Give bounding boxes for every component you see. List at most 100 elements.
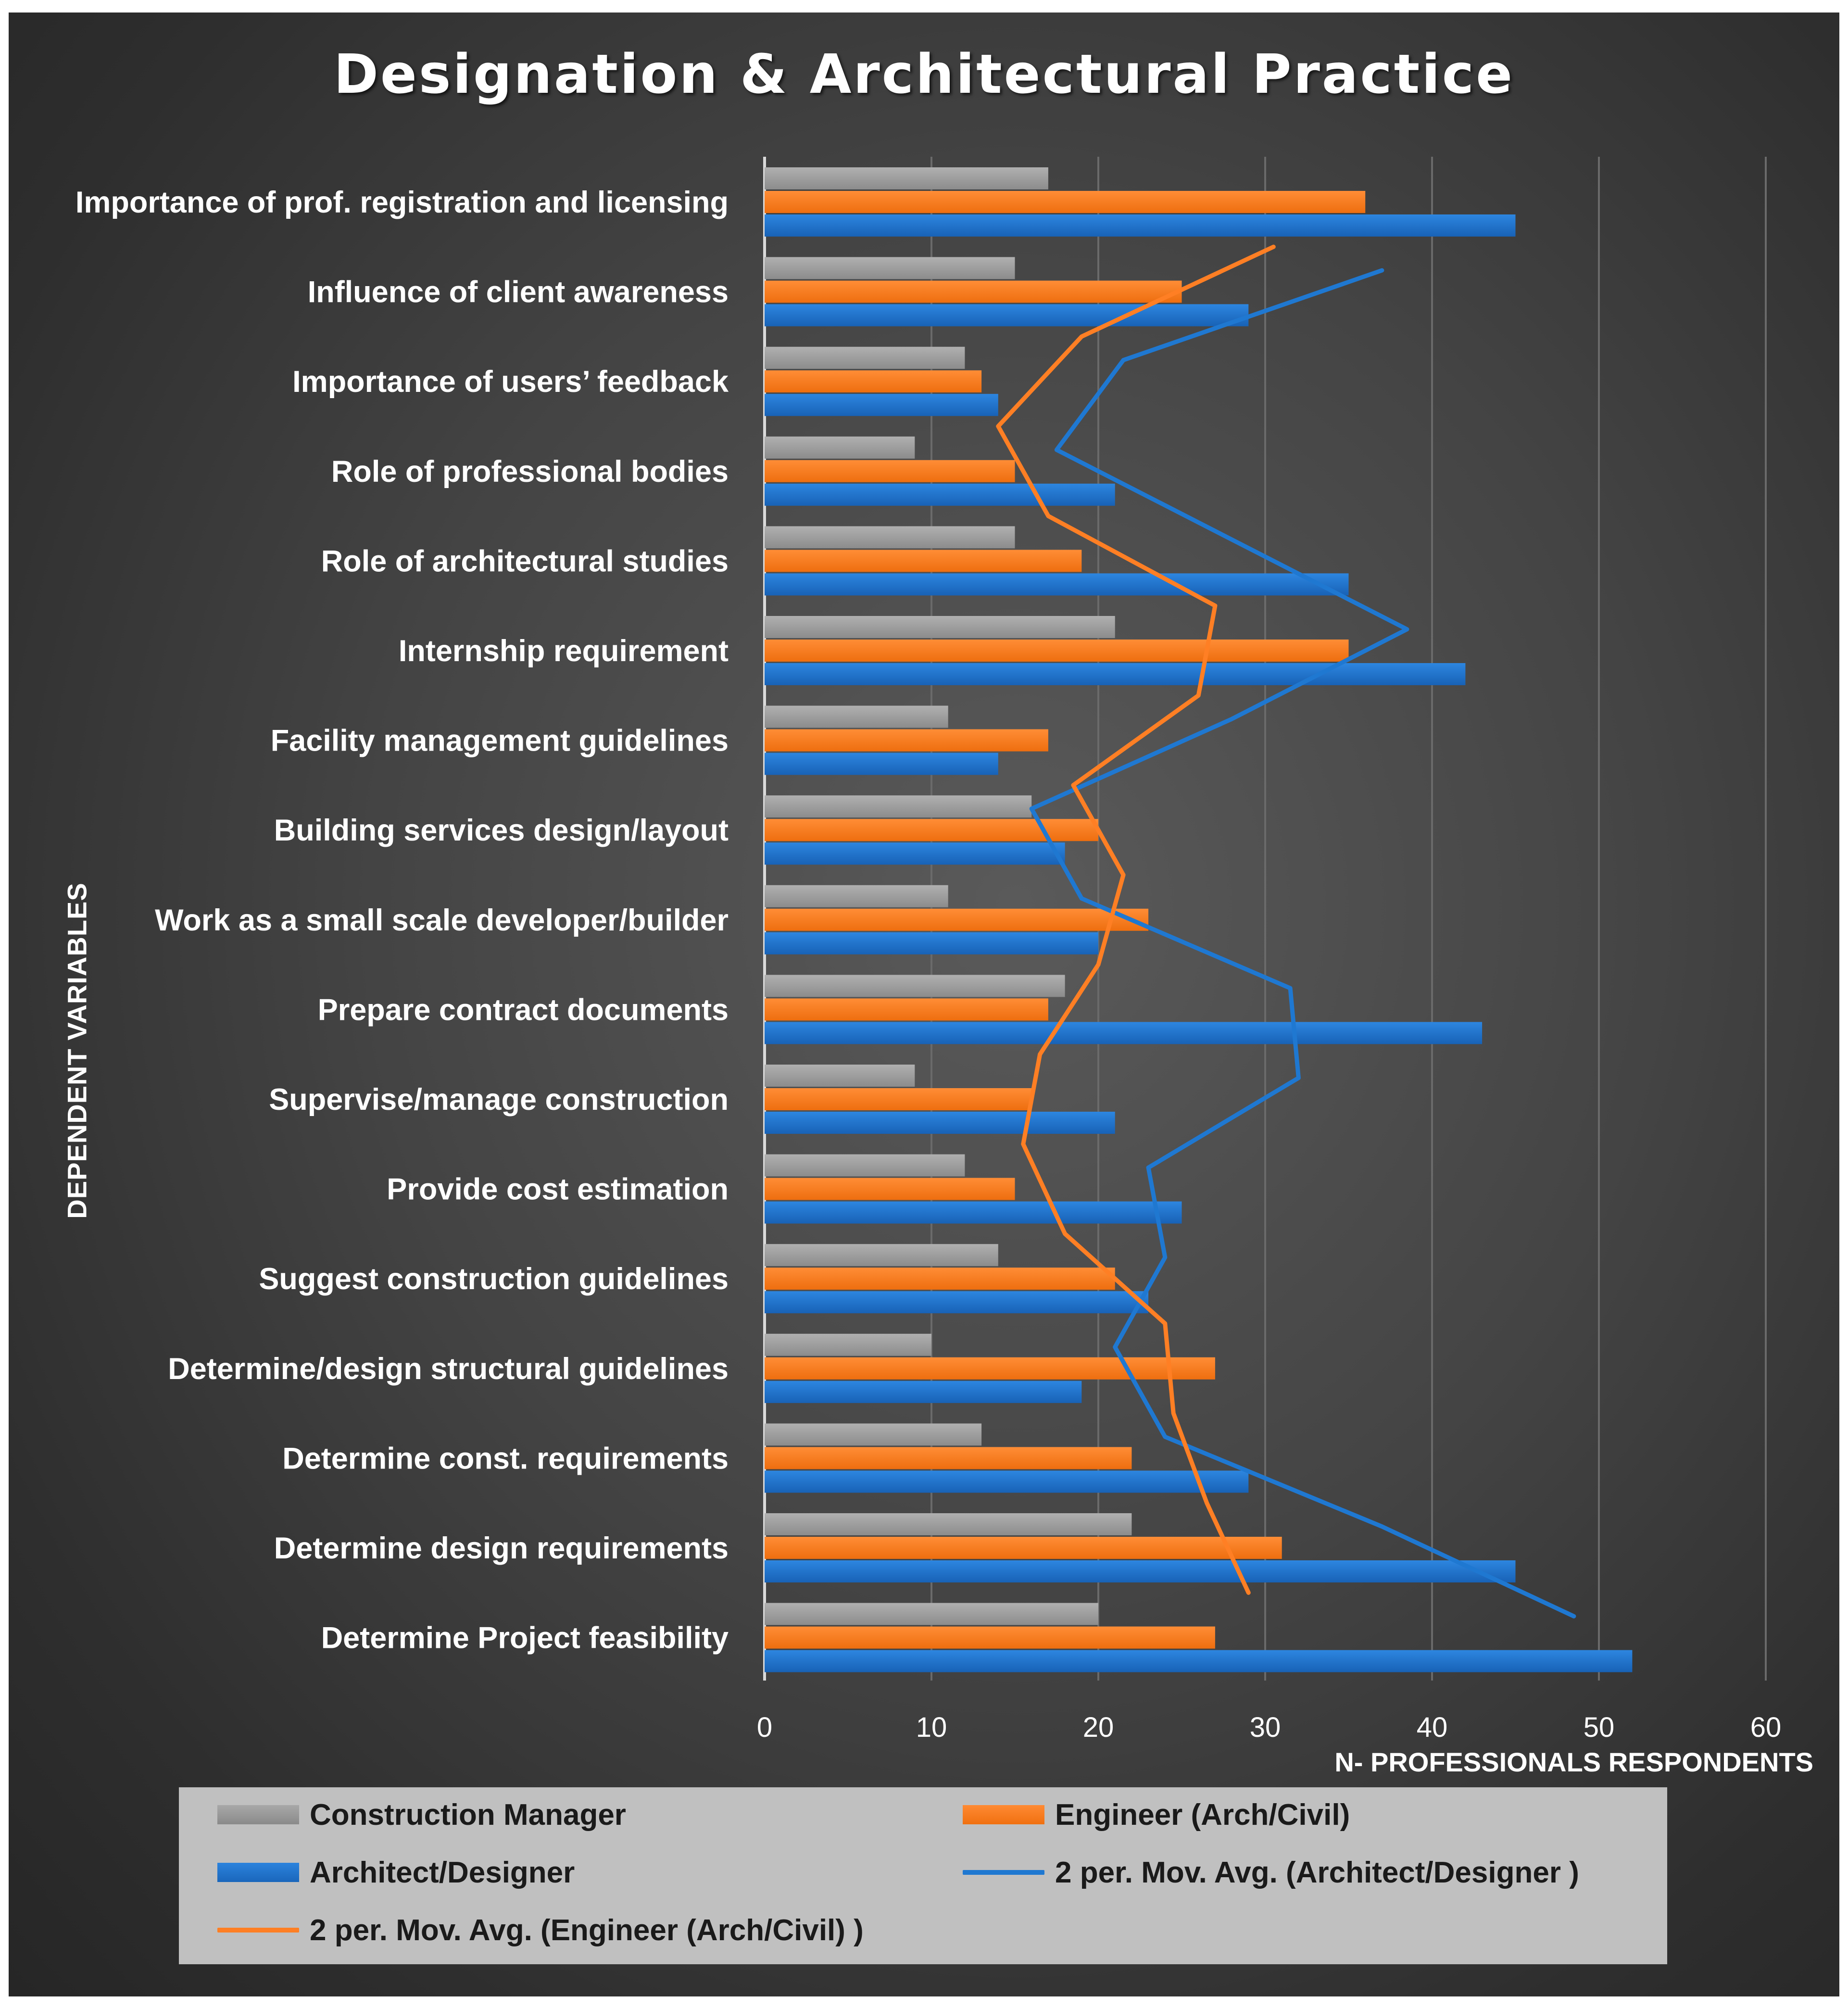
legend-label: Construction Manager (310, 1798, 626, 1832)
legend-item-architect: Architect/Designer (217, 1851, 575, 1894)
bar-architect (765, 483, 1115, 506)
bar-architect (765, 304, 1249, 326)
legend-item-engineer: Engineer (Arch/Civil) (963, 1793, 1350, 1836)
legend-swatch-engineer (963, 1805, 1044, 1824)
legend-label: 2 per. Mov. Avg. (Architect/Designer ) (1055, 1856, 1579, 1889)
legend: Construction Manager Engineer (Arch/Civi… (179, 1787, 1667, 1964)
category-label: Determine const. requirements (282, 1442, 729, 1475)
category-label: Influence of client awareness (308, 276, 729, 309)
bar-construction-manager (765, 1333, 931, 1356)
bar-construction-manager (765, 257, 1015, 279)
bar-construction-manager (765, 885, 948, 907)
legend-line-engineer-moving-average (217, 1928, 299, 1933)
category-label: Role of professional bodies (331, 455, 729, 489)
bar-architect (765, 1560, 1516, 1582)
bar-construction-manager (765, 167, 1048, 189)
bar-architect (765, 1112, 1115, 1134)
bar-architect (765, 753, 998, 775)
bar-construction-manager (765, 347, 965, 369)
bar-construction-manager (765, 1154, 965, 1177)
bar-engineer (765, 1537, 1282, 1559)
category-label: Facility management guidelines (271, 724, 729, 758)
trendline-architect-designer-moving-average (1029, 268, 1576, 1619)
bar-construction-manager (765, 795, 1032, 818)
bar-engineer (765, 998, 1048, 1021)
bar-engineer (765, 370, 982, 393)
bar-construction-manager (765, 705, 948, 728)
bar-architect (765, 842, 1065, 865)
x-tick-label: 50 (1584, 1712, 1615, 1743)
bar-construction-manager (765, 1423, 982, 1446)
x-tick-labels: 0 10 20 30 40 50 60 (757, 1712, 1781, 1743)
category-label: Work as a small scale developer/builder (155, 904, 729, 937)
x-tick-label: 10 (916, 1712, 947, 1743)
category-label: Importance of prof. registration and lic… (75, 186, 729, 219)
bar-construction-manager (765, 436, 915, 459)
legend-swatch-construction-manager (217, 1805, 299, 1824)
bar-construction-manager (765, 1513, 1132, 1535)
x-tick-label: 60 (1750, 1712, 1782, 1743)
bar-architect (765, 573, 1349, 596)
category-label: Supervise/manage construction (269, 1083, 729, 1117)
bar-construction-manager (765, 526, 1015, 549)
category-label: Suggest construction guidelines (259, 1262, 729, 1296)
bar-engineer (765, 1626, 1215, 1649)
bar-construction-manager (765, 616, 1115, 638)
legend-label: Engineer (Arch/Civil) (1055, 1798, 1350, 1832)
bar-architect (765, 1380, 1082, 1403)
trendlines (996, 244, 1576, 1619)
bar-architect (765, 663, 1466, 685)
category-label: Determine/design structural guidelines (168, 1352, 729, 1386)
category-label: Role of architectural studies (321, 544, 729, 578)
bar-engineer (765, 908, 1149, 931)
category-label: Prepare contract documents (318, 993, 729, 1027)
bar-engineer (765, 1268, 1115, 1290)
category-label: Determine Project feasibility (321, 1621, 729, 1655)
bar-engineer (765, 729, 1048, 752)
chart-title: Designation & Architectural Practice (333, 43, 1515, 106)
x-tick-label: 30 (1250, 1712, 1281, 1743)
bar-engineer (765, 550, 1082, 572)
legend-item-construction-manager: Construction Manager (217, 1793, 626, 1836)
bar-architect (765, 932, 1098, 954)
bar-engineer (765, 191, 1366, 213)
bar-architect (765, 1201, 1182, 1224)
bar-architect (765, 394, 998, 416)
category-label: Internship requirement (399, 634, 729, 668)
bar-architect (765, 1650, 1633, 1672)
bar-engineer (765, 1447, 1132, 1469)
bar-architect (765, 1470, 1249, 1493)
bar-engineer (765, 640, 1349, 662)
legend-item-architect-moving-average: 2 per. Mov. Avg. (Architect/Designer ) (963, 1851, 1579, 1894)
trendline-engineer-arch-civil-moving-average (996, 244, 1276, 1595)
bar-engineer (765, 1178, 1015, 1200)
legend-line-architect-moving-average (963, 1870, 1044, 1875)
x-tick-label: 20 (1083, 1712, 1114, 1743)
category-label: Building services design/layout (274, 814, 729, 847)
category-label: Importance of users’ feedback (292, 365, 729, 399)
bar-engineer (765, 1357, 1215, 1380)
bars (765, 167, 1633, 1672)
x-tick-label: 0 (757, 1712, 772, 1743)
category-labels: Importance of prof. registration and lic… (75, 186, 729, 1655)
category-label: Determine design requirements (274, 1531, 729, 1565)
x-axis-label: N- PROFESSIONALS RESPONDENTS (1334, 1747, 1813, 1777)
bar-architect (765, 214, 1516, 237)
bar-architect (765, 1022, 1483, 1044)
legend-swatch-architect (217, 1863, 299, 1882)
bar-engineer (765, 460, 1015, 482)
legend-label: 2 per. Mov. Avg. (Engineer (Arch/Civil) … (310, 1913, 864, 1947)
bar-engineer (765, 1088, 1032, 1110)
bar-construction-manager (765, 1244, 998, 1267)
bar-architect (765, 1291, 1149, 1314)
bar-construction-manager (765, 1603, 1098, 1625)
bar-engineer (765, 280, 1182, 303)
legend-item-engineer-moving-average: 2 per. Mov. Avg. (Engineer (Arch/Civil) … (217, 1908, 864, 1952)
legend-label: Architect/Designer (310, 1856, 575, 1889)
x-tick-label: 40 (1417, 1712, 1448, 1743)
bar-construction-manager (765, 975, 1065, 997)
category-label: Provide cost estimation (387, 1173, 729, 1206)
bar-construction-manager (765, 1065, 915, 1087)
